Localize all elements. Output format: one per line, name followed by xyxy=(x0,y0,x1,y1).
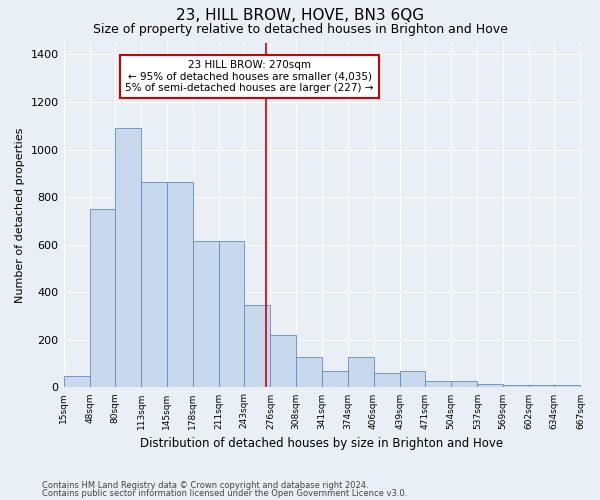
Text: Size of property relative to detached houses in Brighton and Hove: Size of property relative to detached ho… xyxy=(92,22,508,36)
Bar xyxy=(90,209,115,388)
Text: Contains HM Land Registry data © Crown copyright and database right 2024.: Contains HM Land Registry data © Crown c… xyxy=(42,480,368,490)
Bar xyxy=(554,385,580,388)
Bar xyxy=(296,356,322,388)
Bar xyxy=(64,376,90,388)
Y-axis label: Number of detached properties: Number of detached properties xyxy=(15,128,25,302)
Bar xyxy=(193,241,219,388)
Bar xyxy=(348,356,374,388)
Bar xyxy=(451,382,478,388)
Text: 23, HILL BROW, HOVE, BN3 6QG: 23, HILL BROW, HOVE, BN3 6QG xyxy=(176,8,424,22)
Bar xyxy=(425,382,451,388)
Bar xyxy=(141,182,167,388)
Bar xyxy=(271,335,296,388)
Bar xyxy=(503,385,529,388)
Bar xyxy=(400,371,425,388)
Bar xyxy=(322,371,348,388)
Bar xyxy=(219,241,244,388)
Bar xyxy=(478,384,503,388)
Bar xyxy=(374,373,400,388)
Text: 23 HILL BROW: 270sqm
← 95% of detached houses are smaller (4,035)
5% of semi-det: 23 HILL BROW: 270sqm ← 95% of detached h… xyxy=(125,60,374,93)
Bar xyxy=(529,385,554,388)
Bar xyxy=(167,182,193,388)
Bar xyxy=(115,128,141,388)
Bar xyxy=(244,306,271,388)
X-axis label: Distribution of detached houses by size in Brighton and Hove: Distribution of detached houses by size … xyxy=(140,437,503,450)
Text: Contains public sector information licensed under the Open Government Licence v3: Contains public sector information licen… xyxy=(42,489,407,498)
